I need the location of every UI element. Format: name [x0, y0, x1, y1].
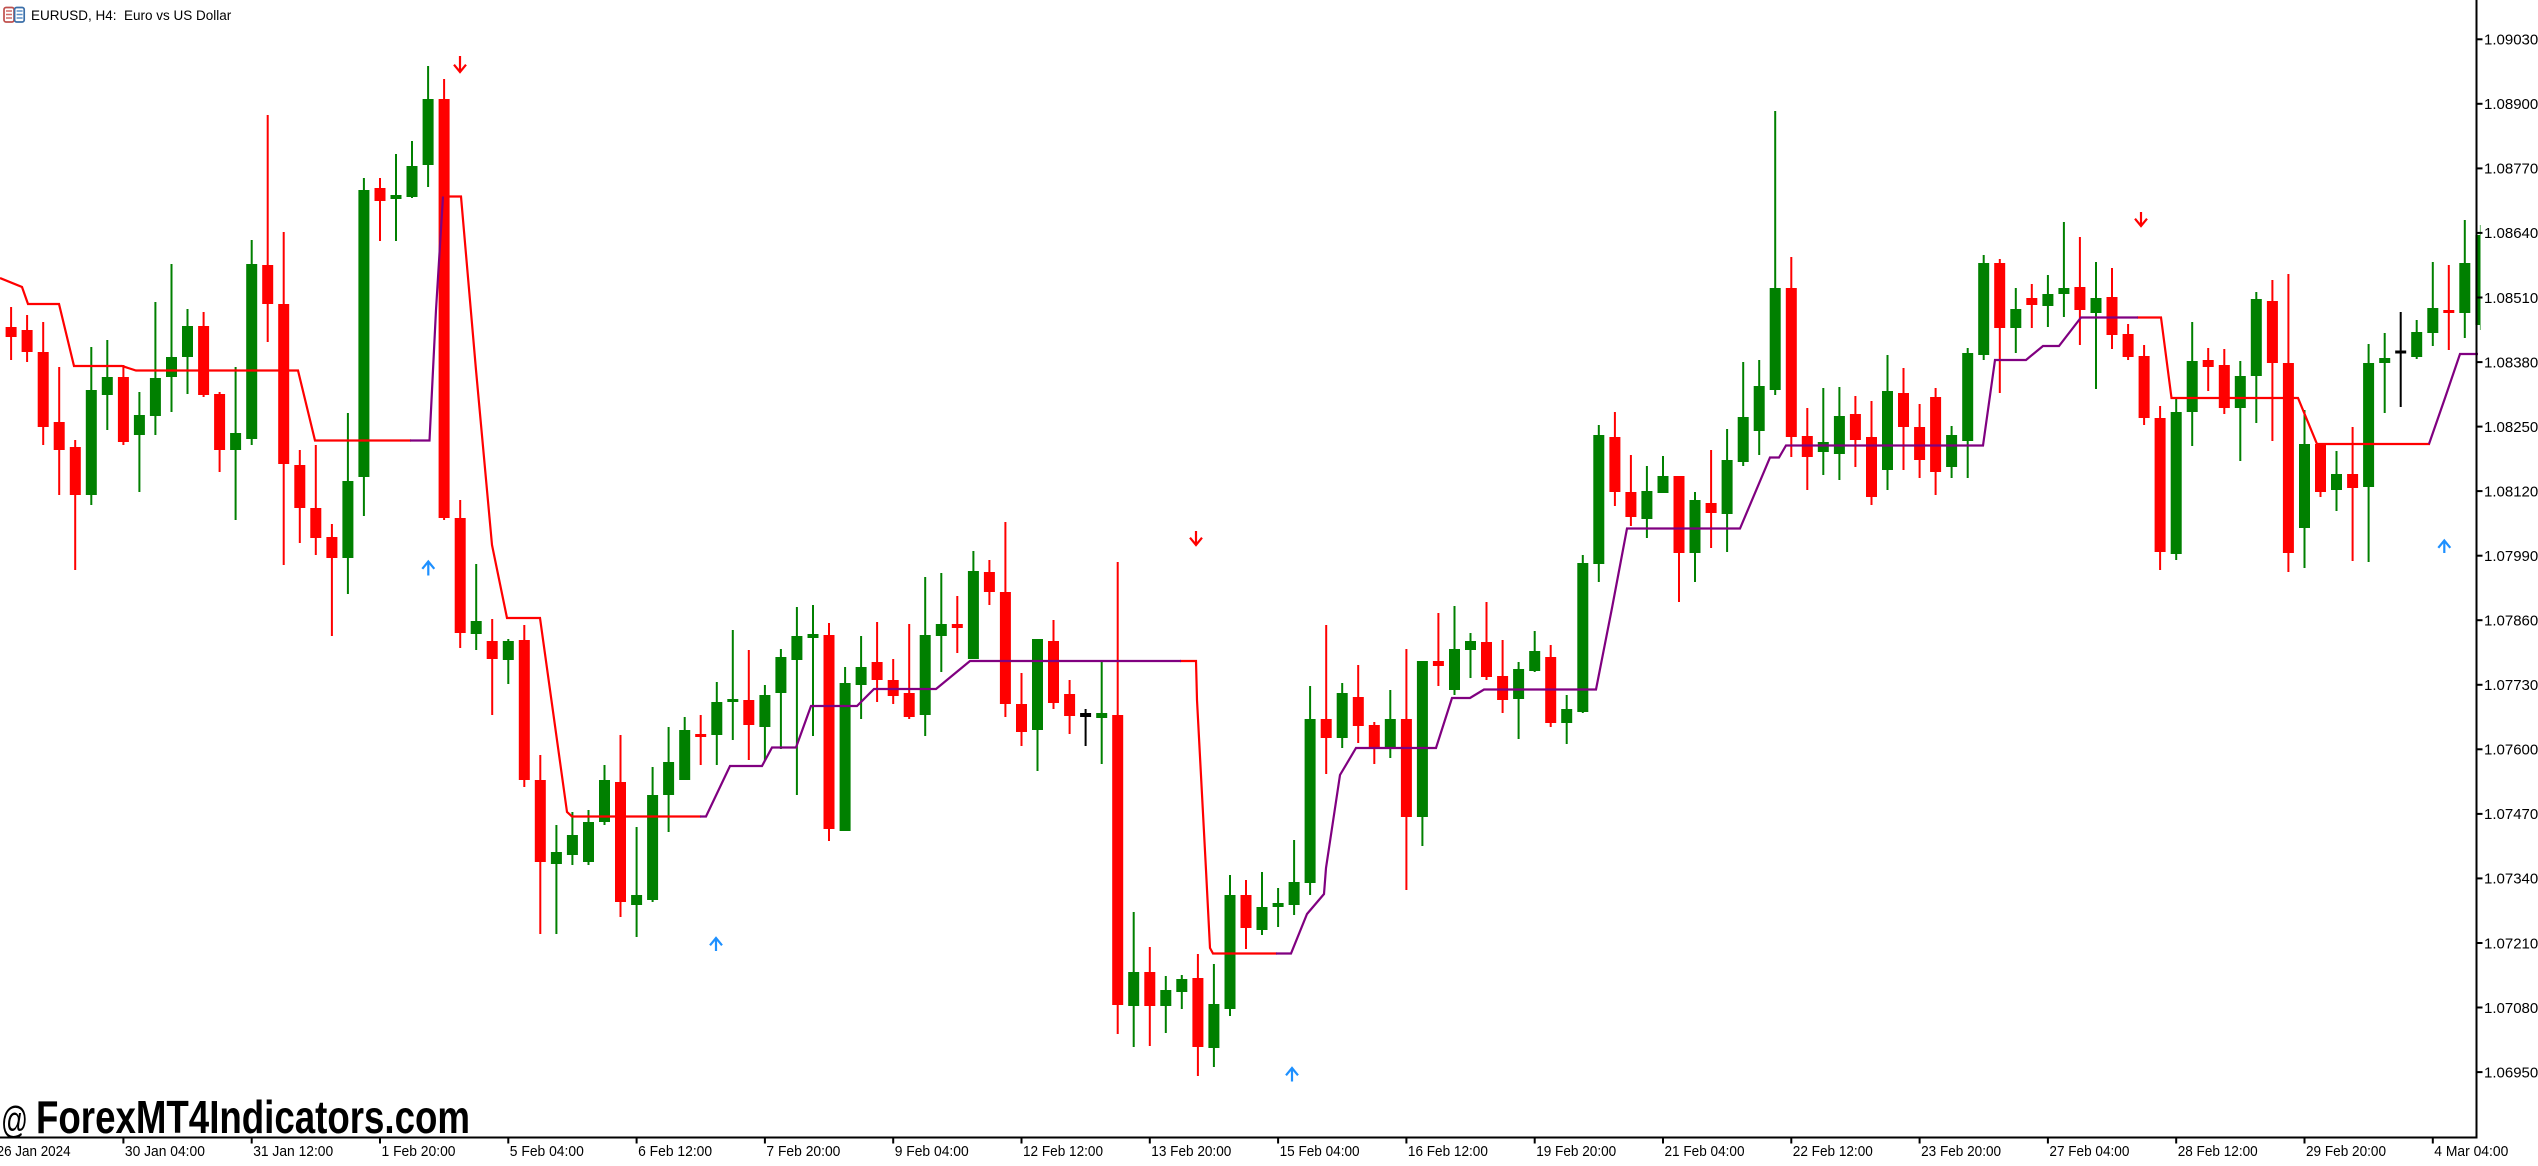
svg-text:1.07470: 1.07470: [2484, 806, 2538, 823]
svg-text:1.08510: 1.08510: [2484, 290, 2538, 307]
svg-text:@: @: [1, 1100, 28, 1142]
svg-text:1.07730: 1.07730: [2484, 677, 2538, 694]
svg-text:7 Feb 20:00: 7 Feb 20:00: [766, 1143, 840, 1160]
svg-text:1.08770: 1.08770: [2484, 161, 2538, 178]
svg-text:1.09030: 1.09030: [2484, 32, 2538, 49]
svg-text:1.08120: 1.08120: [2484, 483, 2538, 500]
svg-text:21 Feb 04:00: 21 Feb 04:00: [1665, 1143, 1745, 1160]
svg-text:15 Feb 04:00: 15 Feb 04:00: [1280, 1143, 1360, 1160]
svg-text:12 Feb 12:00: 12 Feb 12:00: [1023, 1143, 1103, 1160]
svg-text:1.08640: 1.08640: [2484, 225, 2538, 242]
svg-text:1.07210: 1.07210: [2484, 935, 2538, 952]
svg-text:1.07860: 1.07860: [2484, 613, 2538, 630]
svg-text:6 Feb 12:00: 6 Feb 12:00: [638, 1143, 712, 1160]
svg-text:1.07990: 1.07990: [2484, 548, 2538, 565]
svg-text:19 Feb 20:00: 19 Feb 20:00: [1536, 1143, 1616, 1160]
svg-text:27 Feb 04:00: 27 Feb 04:00: [2049, 1143, 2129, 1160]
svg-text:22 Feb 12:00: 22 Feb 12:00: [1793, 1143, 1873, 1160]
svg-text:1.07080: 1.07080: [2484, 1000, 2538, 1017]
svg-text:28 Feb 12:00: 28 Feb 12:00: [2178, 1143, 2258, 1160]
svg-text:1 Feb 20:00: 1 Feb 20:00: [382, 1143, 456, 1160]
svg-text:16 Feb 12:00: 16 Feb 12:00: [1408, 1143, 1488, 1160]
svg-text:26 Jan 2024: 26 Jan 2024: [0, 1143, 71, 1160]
svg-text:4 Mar 04:00: 4 Mar 04:00: [2434, 1143, 2508, 1160]
svg-text:5 Feb 04:00: 5 Feb 04:00: [510, 1143, 584, 1160]
svg-text:ForexMT4Indicators.com: ForexMT4Indicators.com: [36, 1091, 470, 1143]
svg-text:31 Jan 12:00: 31 Jan 12:00: [253, 1143, 333, 1160]
svg-text:23 Feb 20:00: 23 Feb 20:00: [1921, 1143, 2001, 1160]
svg-text:29 Feb 20:00: 29 Feb 20:00: [2306, 1143, 2386, 1160]
svg-text:1.06950: 1.06950: [2484, 1064, 2538, 1081]
svg-text:1.07600: 1.07600: [2484, 742, 2538, 759]
svg-text:30 Jan 04:00: 30 Jan 04:00: [125, 1143, 205, 1160]
svg-text:1.08250: 1.08250: [2484, 419, 2538, 436]
svg-text:1.07340: 1.07340: [2484, 871, 2538, 888]
svg-text:9 Feb 04:00: 9 Feb 04:00: [895, 1143, 969, 1160]
svg-text:EURUSD, H4: Euro vs US Dollar: EURUSD, H4: Euro vs US Dollar: [31, 8, 232, 23]
svg-text:13 Feb 20:00: 13 Feb 20:00: [1151, 1143, 1231, 1160]
svg-text:1.08380: 1.08380: [2484, 354, 2538, 371]
svg-text:1.08900: 1.08900: [2484, 96, 2538, 113]
